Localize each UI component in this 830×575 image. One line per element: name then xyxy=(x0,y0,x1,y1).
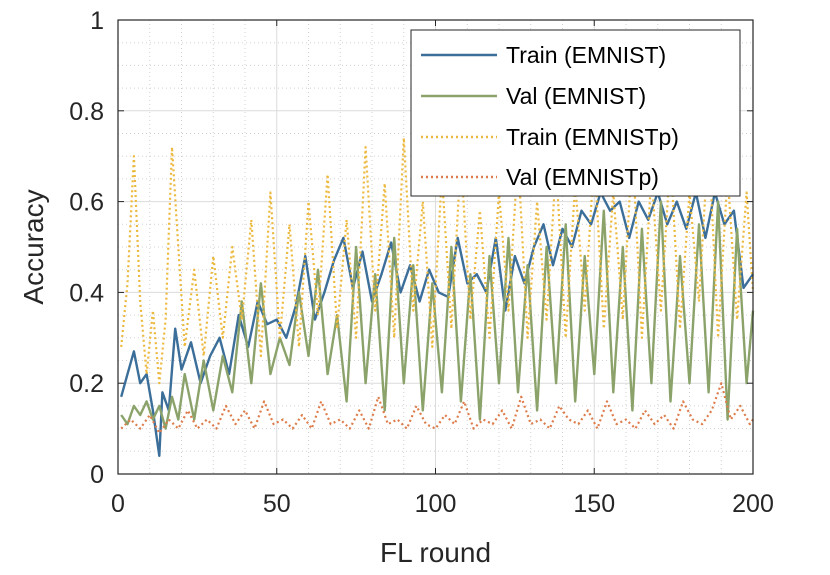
legend-label: Train (EMNISTp) xyxy=(506,124,679,150)
x-tick-label: 50 xyxy=(263,490,291,518)
y-axis-label: Accuracy xyxy=(18,189,49,304)
series-line-3 xyxy=(120,136,755,385)
y-tick-label: 0.6 xyxy=(69,189,104,217)
y-tick-label: 0.2 xyxy=(69,370,104,398)
y-tick-label: 0 xyxy=(90,461,104,489)
legend-label: Train (EMNIST) xyxy=(506,42,666,68)
tick-labels: 0 50 100 150 200 0 0.2 0.4 0.6 0.8 1 xyxy=(69,7,774,518)
series-line-1 xyxy=(120,191,754,457)
y-tick-label: 1 xyxy=(90,7,104,35)
axis-ticks xyxy=(117,19,754,475)
series-line-2 xyxy=(120,200,755,430)
series-layer xyxy=(120,136,755,457)
x-tick-label: 0 xyxy=(111,490,125,518)
legend-box xyxy=(410,29,741,197)
series-line-4 xyxy=(120,382,754,435)
legend: Train (EMNIST) Val (EMNIST) Train (EMNISTp… xyxy=(410,29,741,197)
y-tick-label: 0.8 xyxy=(69,98,104,126)
legend-label: Val (EMNIST) xyxy=(506,83,646,109)
x-tick-label: 150 xyxy=(573,490,615,518)
legend-label: Val (EMNISTp) xyxy=(506,164,659,190)
x-tick-label: 200 xyxy=(732,490,774,518)
x-tick-label: 100 xyxy=(415,490,457,518)
x-axis-label: FL round xyxy=(380,537,491,568)
y-tick-label: 0.4 xyxy=(69,279,104,307)
